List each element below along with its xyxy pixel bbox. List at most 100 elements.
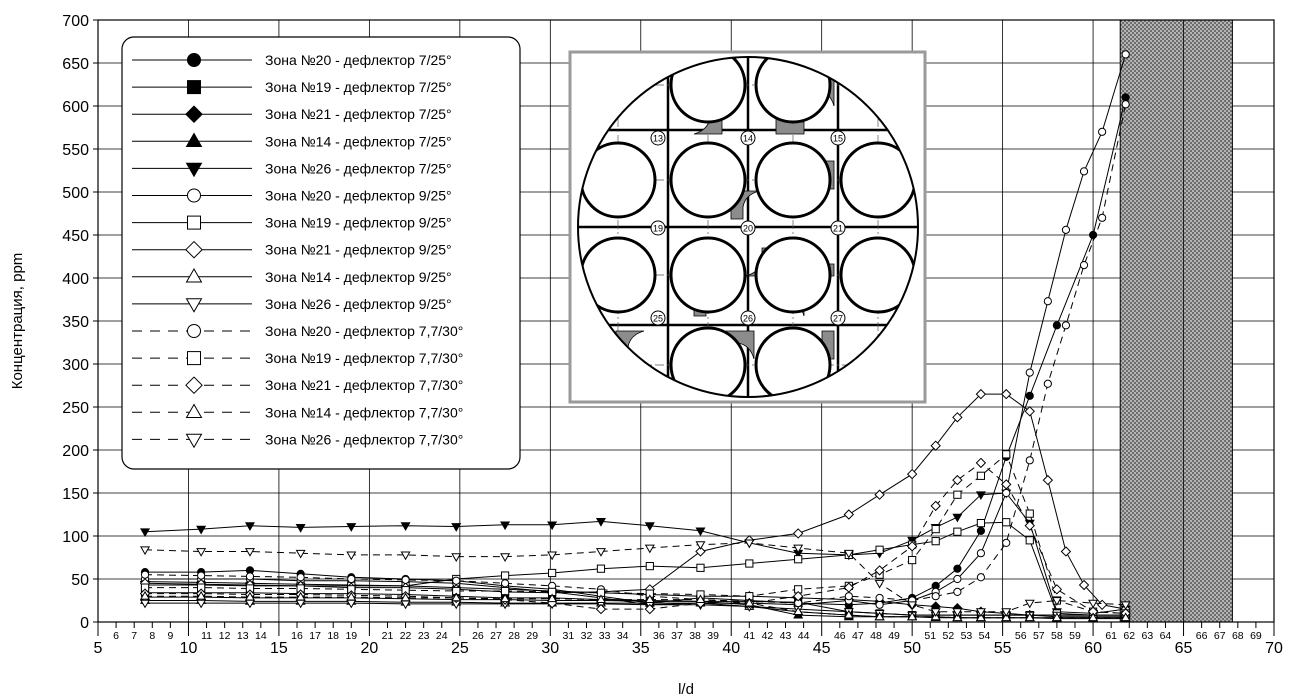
data-point	[1024, 406, 1035, 417]
x-spacer-label: 56	[1015, 630, 1027, 642]
data-point	[500, 553, 511, 562]
data-point	[696, 563, 705, 572]
data-point	[1025, 391, 1034, 400]
data-point	[906, 541, 918, 552]
cell-label: 14	[743, 134, 753, 144]
fuel-rod	[754, 326, 832, 397]
x-axis-label: l/d	[678, 681, 694, 698]
x-tick-label: 60	[1084, 640, 1102, 657]
data-point	[793, 606, 804, 616]
legend-marker	[185, 298, 203, 313]
data-point	[843, 549, 854, 559]
y-tick-label: 550	[62, 142, 89, 159]
legend-marker	[185, 240, 203, 259]
fuel-rod	[669, 326, 747, 397]
cell-label: 26	[743, 314, 753, 324]
series-13	[140, 590, 1131, 622]
cell-marker	[830, 220, 846, 236]
data-point	[875, 600, 884, 609]
data-point	[976, 526, 986, 535]
series-line	[145, 462, 1126, 614]
x-spacer-label: 36	[653, 630, 665, 642]
x-spacer-label: 49	[888, 630, 900, 642]
legend-label: Зона №20 - дефлектор 7,7/30°	[265, 323, 463, 339]
data-point	[401, 575, 410, 584]
data-point	[874, 565, 885, 576]
x-spacer-label: 41	[743, 630, 755, 642]
cell-label: 19	[653, 224, 663, 234]
data-point	[1088, 599, 1099, 609]
legend-label: Зона №14 - дефлектор 9/25°	[265, 269, 452, 285]
data-point	[644, 594, 655, 604]
x-spacer-label: 7	[131, 630, 137, 642]
legend-marker	[187, 188, 201, 203]
data-point	[452, 576, 461, 585]
data-point	[1078, 579, 1090, 591]
data-point	[196, 548, 207, 557]
x-spacer-label: 14	[255, 630, 267, 642]
data-point	[1024, 612, 1035, 622]
legend-label: Зона №26 - дефлектор 7,7/30°	[265, 431, 463, 447]
data-point	[953, 527, 962, 536]
data-point	[1051, 584, 1063, 595]
y-tick-label: 450	[62, 228, 89, 245]
cell-label: 27	[833, 314, 843, 324]
legend-marker	[187, 324, 201, 338]
data-point	[347, 574, 356, 584]
data-point	[976, 471, 986, 480]
data-point	[295, 591, 306, 601]
x-spacer-label: 53	[961, 630, 973, 642]
x-spacer-label: 9	[167, 630, 173, 642]
x-spacer-label: 57	[1033, 630, 1045, 642]
y-tick-label: 350	[62, 314, 89, 331]
x-spacer-label: 16	[291, 630, 303, 642]
x-spacer-label: 6	[113, 630, 119, 642]
x-spacer-label: 24	[436, 630, 448, 642]
data-point	[745, 559, 754, 568]
x-spacer-label: 38	[689, 630, 701, 642]
legend-marker	[185, 105, 203, 124]
data-point	[931, 537, 940, 546]
data-point	[1121, 93, 1130, 102]
data-point	[548, 568, 557, 578]
data-point	[595, 518, 606, 527]
legend-label: Зона №19 - дефлектор 7/25°	[265, 79, 452, 95]
data-point	[1051, 597, 1062, 606]
x-spacer-label: 42	[762, 630, 774, 642]
data-point	[140, 546, 151, 556]
x-tick-label: 65	[1175, 640, 1193, 657]
cell-label: 21	[833, 224, 843, 234]
data-point	[695, 541, 706, 550]
x-tick-label: 70	[1265, 640, 1283, 657]
data-point	[952, 474, 963, 486]
data-point	[793, 544, 804, 554]
hatched-region	[1119, 19, 1233, 623]
fuel-rod	[669, 141, 747, 219]
legend-label: Зона №19 - дефлектор 9/25°	[265, 215, 452, 231]
legend-label: Зона №20 - дефлектор 9/25°	[265, 188, 452, 204]
data-point	[644, 544, 655, 554]
data-point	[644, 522, 655, 532]
data-point	[197, 571, 206, 580]
y-tick-label: 500	[62, 185, 89, 202]
data-point	[1025, 509, 1034, 518]
x-spacer-label: 11	[201, 630, 212, 642]
x-tick-label: 50	[903, 640, 921, 657]
data-point	[1002, 488, 1011, 498]
data-point	[595, 548, 606, 557]
x-spacer-label: 43	[780, 630, 792, 642]
data-point	[451, 592, 462, 602]
data-point	[843, 609, 854, 619]
data-point	[1098, 213, 1107, 222]
legend-label: Зона №20 - дефлектор 7/25°	[265, 52, 452, 68]
x-tick-label: 15	[270, 640, 288, 657]
data-point	[140, 570, 150, 579]
legend-label: Зона №26 - дефлектор 7/25°	[265, 160, 452, 176]
cell-label: 25	[653, 314, 663, 324]
x-spacer-label: 23	[418, 630, 430, 642]
x-spacer-label: 59	[1069, 630, 1081, 642]
data-point	[695, 546, 706, 557]
x-tick-label: 40	[722, 640, 740, 657]
y-tick-label: 650	[62, 56, 89, 73]
data-point	[346, 523, 357, 532]
